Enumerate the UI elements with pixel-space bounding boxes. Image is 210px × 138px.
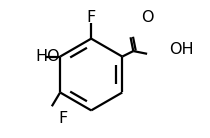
Text: OH: OH xyxy=(169,42,194,57)
Text: O: O xyxy=(142,10,154,25)
Text: F: F xyxy=(87,10,96,25)
Text: HO: HO xyxy=(35,49,60,64)
Text: F: F xyxy=(58,112,68,126)
